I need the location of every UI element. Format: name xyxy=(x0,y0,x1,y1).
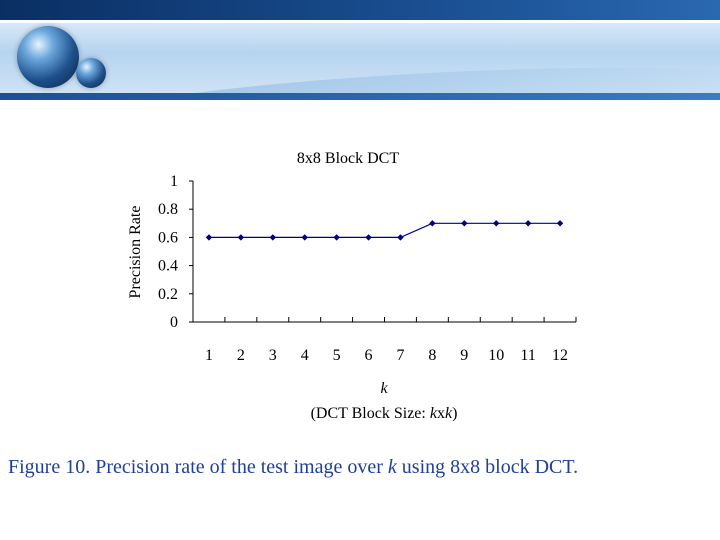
x-tick-label: 11 xyxy=(520,347,535,364)
series-line xyxy=(208,222,561,238)
data-point-marker xyxy=(237,234,245,241)
x-tick-label: 2 xyxy=(237,347,245,364)
x-axis-note-k2: k xyxy=(445,405,453,422)
data-point-marker xyxy=(301,234,308,241)
caption-prefix: Figure 10. Precision rate of the test im… xyxy=(8,456,388,478)
x-axis-note-prefix: (DCT Block Size: xyxy=(311,405,430,422)
series-markers xyxy=(205,220,564,241)
y-tick-label: 0.4 xyxy=(158,258,178,275)
banner-bottom-band xyxy=(0,93,720,100)
y-tick-label: 0.6 xyxy=(158,229,178,246)
y-axis-label: Precision Rate xyxy=(127,206,144,299)
x-tick-label: 5 xyxy=(333,347,341,364)
x-tick-label: 12 xyxy=(552,347,568,364)
x-axis-note-suffix: ) xyxy=(452,405,457,422)
data-point-marker xyxy=(205,234,213,241)
x-tick-label: 1 xyxy=(205,347,213,364)
data-point-marker xyxy=(556,220,564,227)
x-tick-label: 7 xyxy=(396,347,404,364)
y-tick-label: 1 xyxy=(170,173,178,190)
x-tick-labels: 1 2 3 4 5 6 7 8 9 10 11 12 xyxy=(205,347,568,364)
data-point-marker xyxy=(461,220,468,227)
y-tick-label: 0.8 xyxy=(158,201,178,218)
caption-variable: k xyxy=(387,456,397,478)
x-tick-label: 10 xyxy=(488,347,504,364)
data-point-marker xyxy=(493,220,500,227)
data-point-marker xyxy=(429,220,436,227)
data-point-marker xyxy=(333,234,340,241)
banner-top-band xyxy=(0,0,720,20)
x-axis-note-k1: k xyxy=(430,405,438,422)
x-tick-label: 9 xyxy=(460,347,468,364)
y-tick-labels: 0 0.2 0.4 0.6 0.8 1 xyxy=(158,173,178,331)
chart-title: 8x8 Block DCT xyxy=(297,150,399,167)
small-sphere-icon xyxy=(76,58,106,88)
sphere-logo-icon xyxy=(17,26,79,88)
banner-body xyxy=(0,23,720,100)
banner-divider xyxy=(0,20,720,23)
x-axis-note: (DCT Block Size: kxk) xyxy=(311,405,458,422)
y-tick-label: 0.2 xyxy=(158,286,178,303)
x-tick-label: 4 xyxy=(301,347,309,364)
data-point-marker xyxy=(365,234,372,241)
x-axis-variable: k xyxy=(380,380,388,397)
caption-suffix: using 8x8 block DCT. xyxy=(396,456,579,478)
x-tick-label: 8 xyxy=(428,347,436,364)
x-tick-label: 6 xyxy=(365,347,373,364)
x-axis-note-x: x xyxy=(437,405,445,422)
data-point-marker xyxy=(524,220,532,227)
header-banner xyxy=(0,0,720,100)
figure-caption: Figure 10. Precision rate of the test im… xyxy=(8,456,720,479)
x-tick-label: 3 xyxy=(269,347,277,364)
data-point-marker xyxy=(397,234,404,241)
axes xyxy=(189,180,577,323)
data-point-marker xyxy=(269,234,276,241)
y-tick-label: 0 xyxy=(170,314,178,331)
